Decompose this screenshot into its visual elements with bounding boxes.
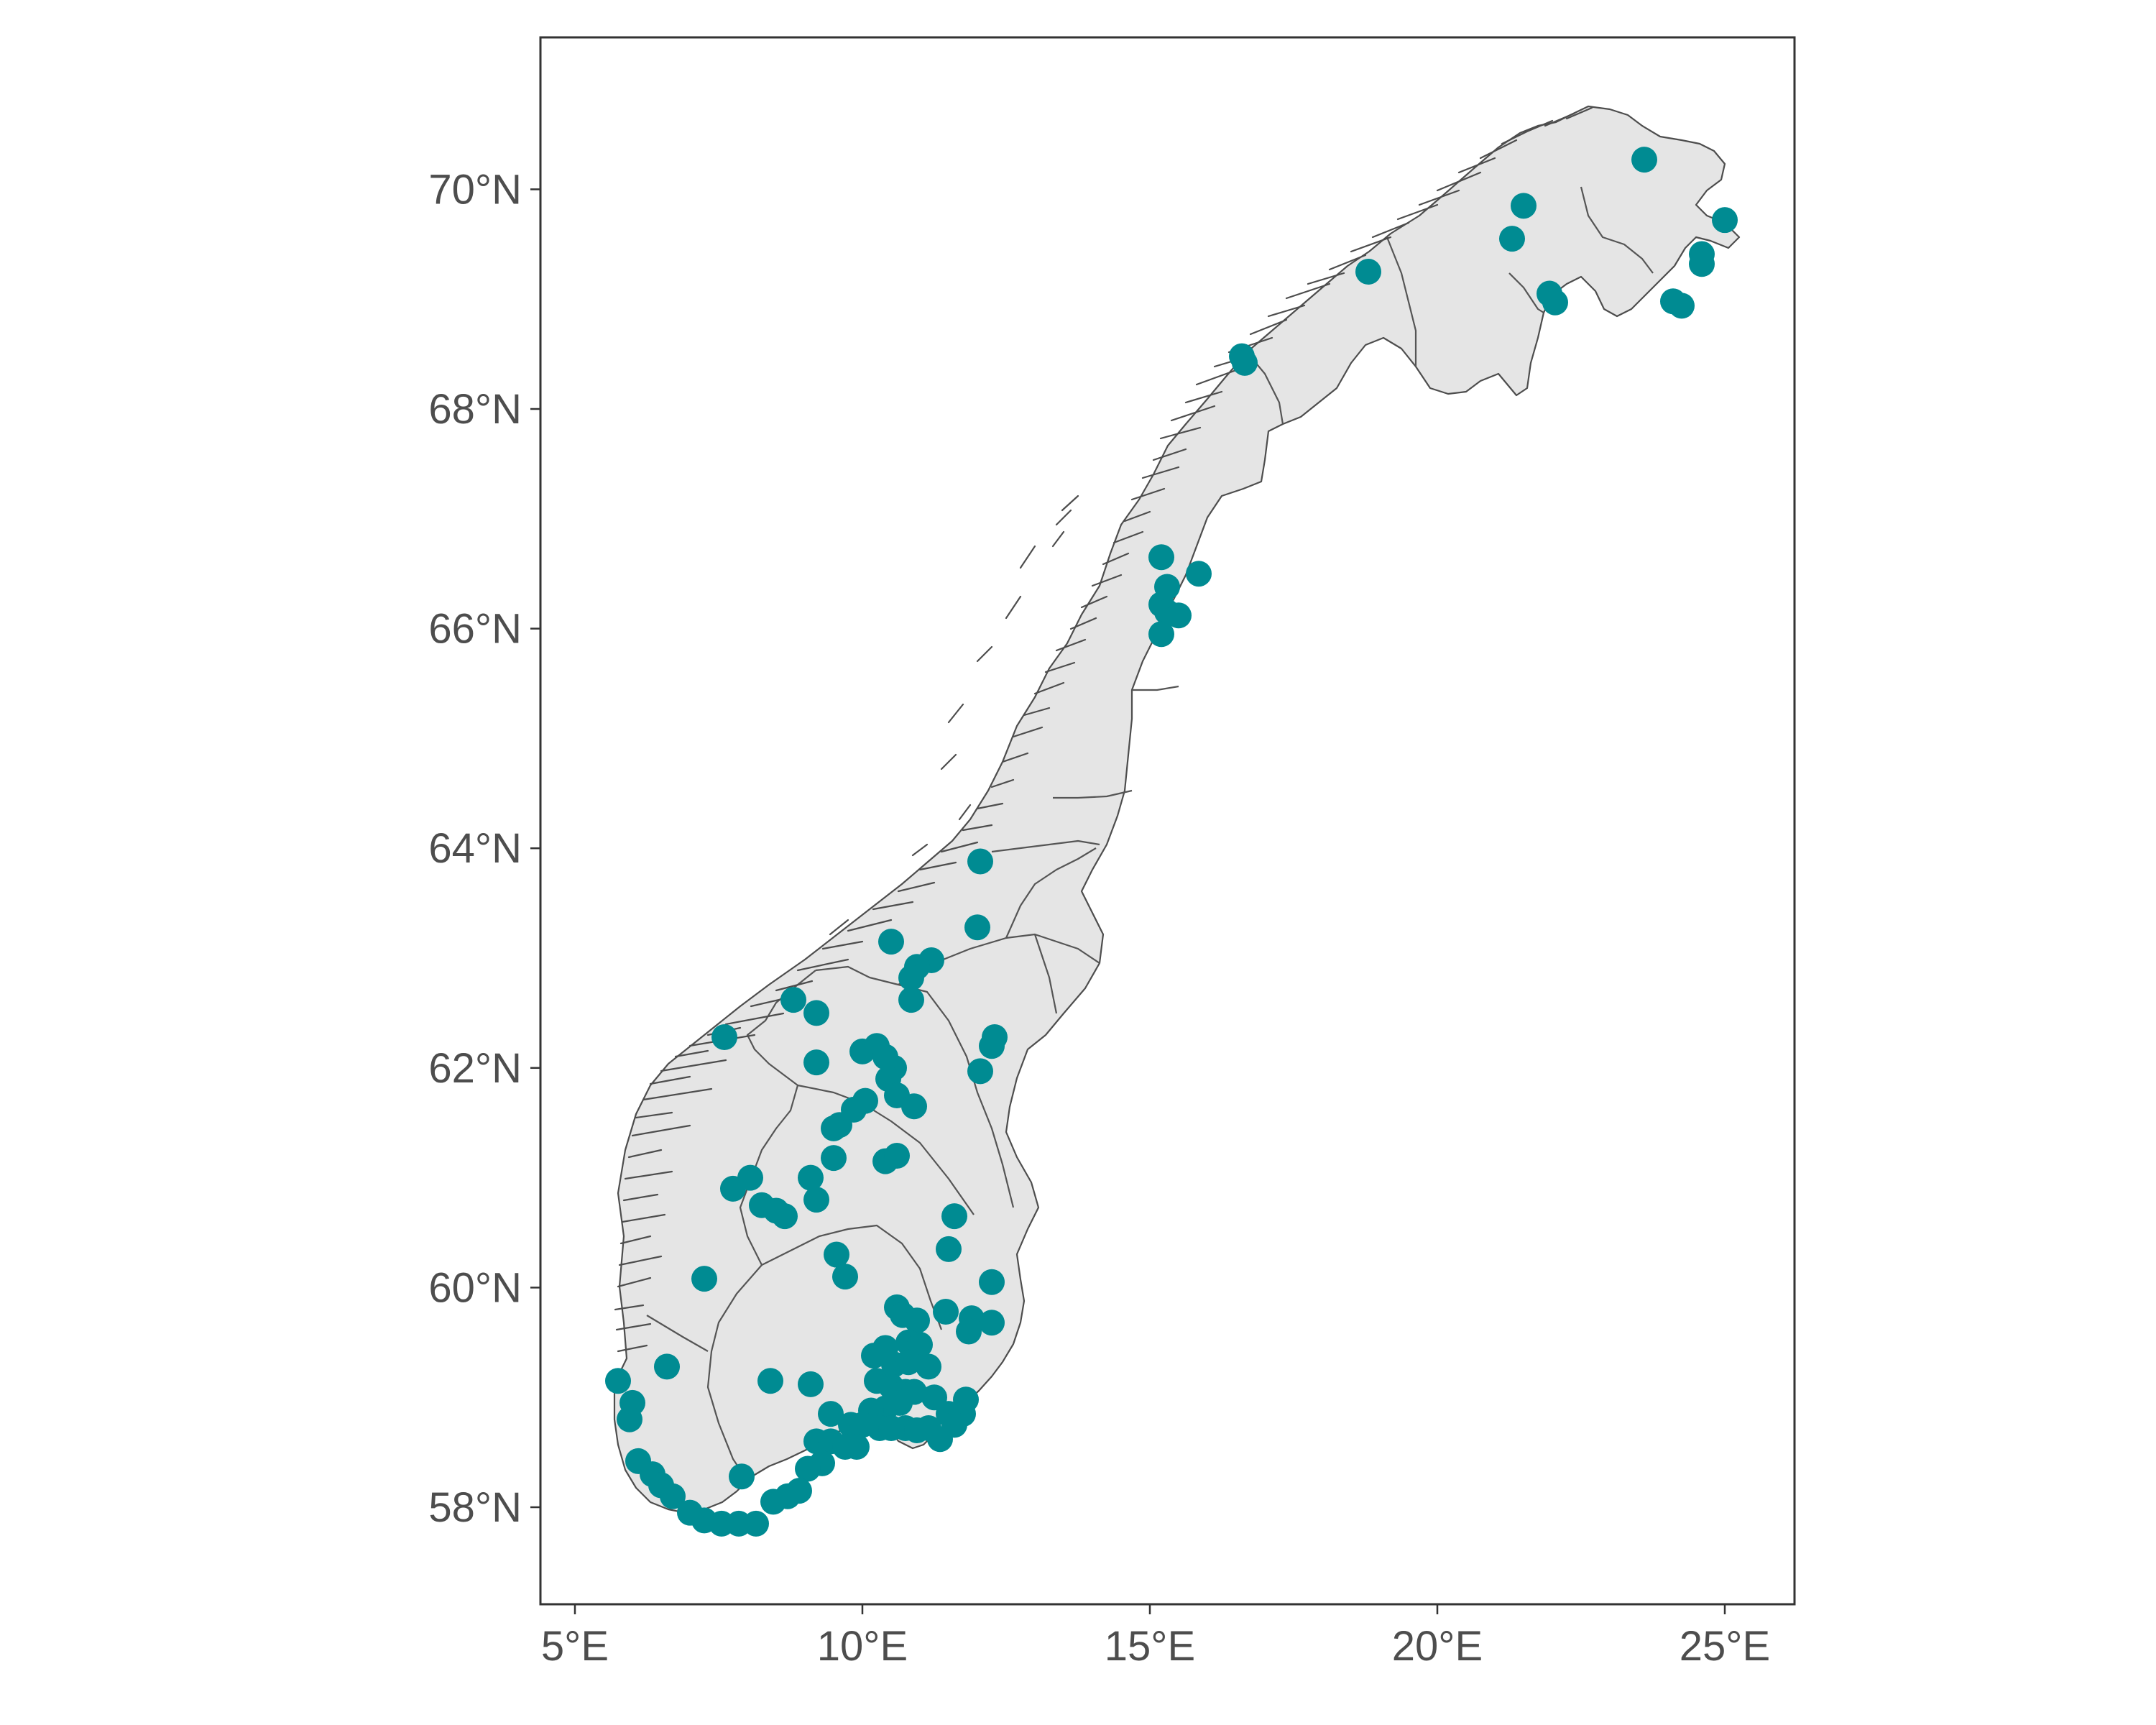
y-tick-label: 66°N bbox=[428, 606, 522, 653]
y-tick-label: 68°N bbox=[428, 386, 522, 433]
data-point bbox=[821, 1145, 847, 1172]
coastline-detail-stroke bbox=[614, 106, 1593, 1353]
data-point bbox=[803, 1000, 829, 1026]
plot-panel-border bbox=[539, 36, 1796, 1606]
county-border bbox=[1386, 236, 1417, 367]
data-point bbox=[904, 1307, 930, 1334]
county-border bbox=[1005, 847, 1097, 939]
data-point bbox=[786, 1478, 812, 1504]
data-point bbox=[916, 1353, 941, 1380]
data-point bbox=[798, 1164, 824, 1191]
county-border bbox=[1053, 789, 1133, 799]
data-point bbox=[979, 1033, 1005, 1059]
data-point bbox=[927, 1426, 953, 1453]
data-point bbox=[1669, 293, 1695, 319]
data-point bbox=[617, 1406, 642, 1432]
county-border bbox=[1033, 934, 1058, 1014]
data-point bbox=[1712, 207, 1738, 234]
data-point bbox=[898, 965, 924, 991]
data-point bbox=[798, 1371, 824, 1397]
data-point bbox=[803, 1049, 829, 1076]
data-point bbox=[1542, 289, 1568, 316]
data-point bbox=[844, 1433, 870, 1460]
y-axis: 58°N 60°N 62°N 64°N 66°N 68°N 70°N bbox=[428, 166, 540, 1531]
data-point bbox=[824, 1241, 849, 1268]
data-point bbox=[1355, 259, 1381, 285]
data-point bbox=[884, 1143, 910, 1169]
data-point bbox=[1148, 544, 1174, 571]
x-axis: 5°E 10°E 15°E 20°E 25°E bbox=[541, 1604, 1770, 1670]
county-border bbox=[646, 1315, 709, 1352]
data-point bbox=[729, 1463, 755, 1490]
data-points bbox=[605, 147, 1738, 1537]
x-tick-label: 20°E bbox=[1392, 1623, 1483, 1670]
data-point bbox=[654, 1353, 680, 1380]
county-border bbox=[761, 1224, 943, 1330]
data-point bbox=[967, 1058, 993, 1085]
data-point bbox=[979, 1310, 1005, 1336]
data-point bbox=[780, 987, 806, 1013]
data-point bbox=[878, 929, 904, 955]
data-point bbox=[743, 1510, 769, 1537]
data-point bbox=[861, 1343, 887, 1369]
coastline-detail bbox=[614, 106, 1593, 1353]
y-tick-label: 62°N bbox=[428, 1045, 522, 1092]
data-point bbox=[821, 1115, 847, 1141]
coastline-detail-stroke bbox=[829, 494, 1079, 936]
data-point bbox=[660, 1483, 686, 1509]
data-point bbox=[941, 1203, 967, 1230]
norway-landmass bbox=[613, 105, 1741, 1514]
data-point bbox=[964, 914, 990, 941]
data-point bbox=[1499, 226, 1525, 252]
data-point bbox=[1148, 621, 1174, 648]
data-point bbox=[933, 1299, 959, 1325]
data-point bbox=[1186, 561, 1212, 587]
county-borders bbox=[646, 186, 1654, 1481]
county-border bbox=[1508, 272, 1544, 313]
data-point bbox=[956, 1318, 982, 1345]
x-tick-label: 25°E bbox=[1680, 1623, 1770, 1670]
data-point bbox=[818, 1401, 844, 1427]
data-point bbox=[967, 848, 993, 875]
county-border bbox=[1132, 685, 1179, 691]
data-point bbox=[1689, 251, 1715, 277]
county-border bbox=[797, 1084, 975, 1215]
data-point bbox=[1166, 602, 1192, 629]
y-tick-label: 60°N bbox=[428, 1264, 522, 1311]
county-border bbox=[991, 840, 1100, 853]
x-tick-label: 15°E bbox=[1105, 1623, 1195, 1670]
data-point bbox=[1631, 147, 1657, 173]
data-point bbox=[979, 1269, 1005, 1295]
y-tick-label: 70°N bbox=[428, 166, 522, 213]
data-point bbox=[898, 987, 924, 1013]
data-point bbox=[852, 1087, 878, 1114]
data-point bbox=[795, 1455, 821, 1482]
y-tick-label: 58°N bbox=[428, 1484, 522, 1531]
x-tick-label: 5°E bbox=[541, 1623, 609, 1670]
county-border bbox=[706, 1264, 763, 1481]
data-point bbox=[772, 1203, 798, 1230]
data-point bbox=[901, 1093, 927, 1120]
data-point bbox=[895, 1349, 921, 1376]
data-point bbox=[691, 1266, 717, 1292]
data-point bbox=[711, 1024, 737, 1051]
data-point bbox=[936, 1236, 962, 1262]
x-tick-label: 10°E bbox=[817, 1623, 908, 1670]
data-point bbox=[737, 1164, 763, 1191]
county-border bbox=[739, 1085, 799, 1266]
data-point bbox=[605, 1368, 631, 1394]
county-border bbox=[815, 965, 1015, 1208]
data-point bbox=[803, 1187, 829, 1213]
county-border bbox=[1580, 186, 1654, 274]
y-tick-label: 64°N bbox=[428, 825, 522, 872]
data-point bbox=[832, 1264, 858, 1290]
data-point bbox=[1232, 349, 1258, 376]
data-point bbox=[757, 1368, 783, 1394]
data-point bbox=[1511, 193, 1537, 219]
